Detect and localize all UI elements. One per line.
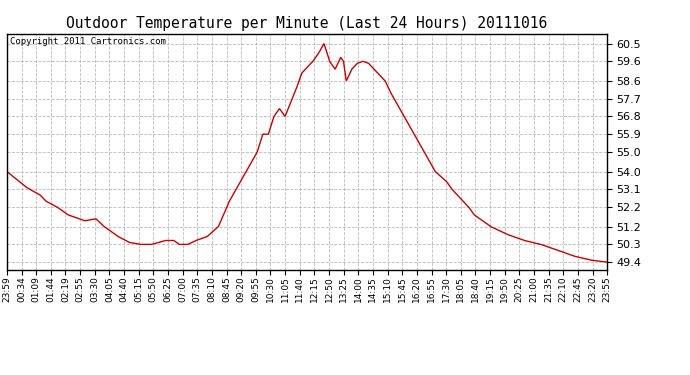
Title: Outdoor Temperature per Minute (Last 24 Hours) 20111016: Outdoor Temperature per Minute (Last 24 …: [66, 16, 548, 31]
Text: Copyright 2011 Cartronics.com: Copyright 2011 Cartronics.com: [10, 37, 166, 46]
